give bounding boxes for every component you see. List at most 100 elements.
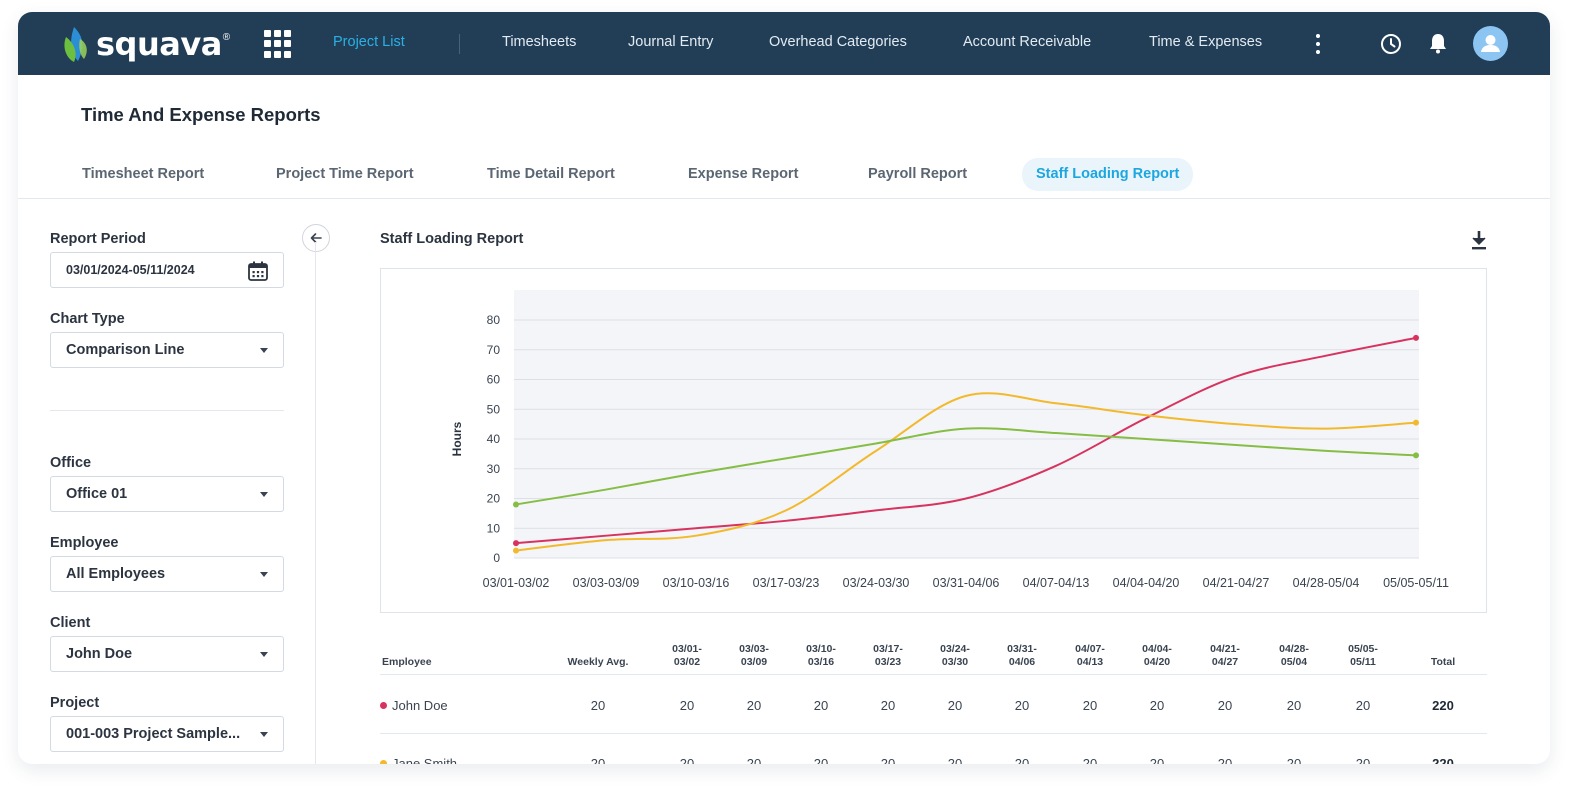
y-tick-label: 40 [487, 432, 501, 446]
week-hours-cell: 20 [1286, 698, 1302, 713]
weekly-avg-cell: 20 [590, 698, 606, 713]
week-hours-cell: 20 [1082, 756, 1098, 764]
series-start-point [513, 540, 519, 547]
nav-project-list[interactable]: Project List [333, 34, 405, 50]
employee-value: All Employees [66, 566, 166, 582]
x-tick-label: 04/28-05/04 [1293, 576, 1360, 590]
nav-divider [459, 34, 460, 54]
employee-name: Jane Smith [392, 756, 458, 764]
chart-type-value: Comparison Line [66, 342, 185, 358]
page-title: Time And Expense Reports [81, 104, 321, 125]
employee-select[interactable]: All Employees [50, 556, 284, 592]
x-tick-label: 03/17-03/23 [753, 576, 820, 590]
brand-name: squava [96, 25, 222, 63]
employee-label: Employee [50, 535, 119, 551]
nav-timesheets[interactable]: Timesheets [502, 34, 577, 50]
nav-time-expenses[interactable]: Time & Expenses [1149, 34, 1263, 50]
week-hours-cell: 20 [679, 698, 695, 713]
report-tabs: Timesheet Report Project Time Report Tim… [18, 155, 1550, 199]
y-axis-label: Hours [450, 421, 464, 456]
tab-staff-loading-report[interactable]: Staff Loading Report [1022, 158, 1194, 191]
week-hours-cell: 20 [746, 756, 762, 764]
x-tick-label: 03/03-03/09 [573, 576, 640, 590]
more-vertical-icon[interactable] [1315, 34, 1321, 54]
top-nav-bar: squava ® Project List Timesheets Journal… [18, 12, 1550, 75]
column-header[interactable]: Weekly Avg. [567, 656, 629, 668]
app-window: squava ® Project List Timesheets Journal… [18, 12, 1550, 764]
column-header[interactable]: 03/31- 04/06 [1007, 643, 1037, 668]
project-value: 001-003 Project Sample... [66, 726, 241, 742]
y-tick-label: 0 [493, 551, 500, 565]
apps-grid-icon[interactable] [264, 30, 292, 58]
table-row[interactable]: Jane Smith 20 20 20 20 20 20 20 20 20 20 20 20 220 [380, 734, 1487, 764]
column-header[interactable]: 04/04- 04/20 [1142, 643, 1172, 668]
chart-type-label: Chart Type [50, 311, 125, 327]
column-header[interactable]: 03/01- 03/02 [672, 643, 702, 668]
series-line [515, 427, 1417, 506]
bell-icon[interactable] [1426, 31, 1450, 55]
table-row[interactable]: John Doe 20 20 20 20 20 20 20 20 20 20 20 20 220 [380, 676, 1487, 734]
y-tick-label: 10 [487, 521, 501, 535]
client-select[interactable]: John Doe [50, 636, 284, 672]
column-header[interactable]: 04/28- 05/04 [1279, 643, 1309, 668]
employee-name: John Doe [392, 698, 448, 713]
week-hours-cell: 20 [1082, 698, 1098, 713]
series-end-point [1413, 419, 1419, 426]
chevron-down-icon [260, 732, 268, 737]
sidebar-separator [50, 410, 284, 411]
nav-account-receivable[interactable]: Account Receivable [963, 34, 1092, 50]
chart-type-select[interactable]: Comparison Line [50, 332, 284, 368]
collapse-sidebar-button[interactable] [302, 224, 330, 252]
office-value: Office 01 [66, 486, 128, 502]
tab-timesheet-report[interactable]: Timesheet Report [82, 166, 205, 182]
series-end-point [1413, 452, 1419, 459]
week-hours-cell: 20 [880, 698, 896, 713]
week-hours-cell: 20 [1286, 756, 1302, 764]
x-tick-label: 05/05-05/11 [1383, 576, 1449, 590]
tab-expense-report[interactable]: Expense Report [688, 166, 799, 182]
clock-icon[interactable] [1380, 33, 1402, 55]
tab-payroll-report[interactable]: Payroll Report [868, 166, 968, 182]
chevron-down-icon [260, 652, 268, 657]
office-select[interactable]: Office 01 [50, 476, 284, 512]
column-header[interactable]: 04/07- 04/13 [1075, 643, 1105, 668]
table-header: Employee Weekly Avg. 03/01- 03/02 03/03- 03… [380, 642, 1487, 675]
column-header[interactable]: 03/17- 03/23 [873, 643, 903, 668]
x-tick-label: 03/10-03/16 [663, 576, 730, 590]
tab-project-time-report[interactable]: Project Time Report [276, 166, 414, 182]
total-cell: 220 [1432, 698, 1454, 713]
squava-logo[interactable]: squava ® [60, 22, 230, 66]
nav-overhead-categories[interactable]: Overhead Categories [769, 34, 907, 50]
week-hours-cell: 20 [1355, 756, 1371, 764]
column-header[interactable]: 05/05- 05/11 [1348, 643, 1378, 668]
tab-time-detail-report[interactable]: Time Detail Report [487, 166, 615, 182]
column-header[interactable]: 03/03- 03/09 [739, 643, 769, 668]
user-icon [1481, 35, 1500, 52]
y-tick-label: 70 [487, 343, 501, 357]
column-header[interactable]: 03/24- 03/30 [940, 643, 970, 668]
column-header[interactable]: 04/21- 04/27 [1210, 643, 1240, 668]
user-avatar[interactable] [1473, 26, 1508, 61]
column-header[interactable]: 03/10- 03/16 [806, 643, 836, 668]
project-label: Project [50, 695, 100, 711]
download-icon[interactable] [1469, 229, 1489, 251]
calendar-icon[interactable] [247, 260, 269, 282]
series-start-point [513, 501, 519, 508]
chart-container: 0 10 20 30 40 50 60 70 80 03/01-03/02 03/03-03/09 0… [380, 268, 1487, 613]
client-label: Client [50, 615, 91, 631]
sidebar-divider [315, 242, 316, 764]
column-header[interactable]: Employee [382, 656, 432, 668]
leaf-logo-icon [64, 27, 87, 62]
nav-journal-entry[interactable]: Journal Entry [628, 34, 714, 50]
x-tick-label: 04/07-04/13 [1023, 576, 1090, 590]
y-tick-label: 30 [487, 462, 501, 476]
report-title: Staff Loading Report [380, 231, 524, 247]
project-select[interactable]: 001-003 Project Sample... [50, 716, 284, 752]
series-color-dot [380, 702, 387, 709]
column-header[interactable]: Total [1430, 656, 1456, 668]
y-tick-label: 20 [487, 492, 501, 506]
office-label: Office [50, 455, 92, 471]
report-period-field[interactable]: 03/01/2024-05/11/2024 [50, 252, 284, 288]
week-hours-cell: 20 [746, 698, 762, 713]
chevron-down-icon [260, 348, 268, 353]
